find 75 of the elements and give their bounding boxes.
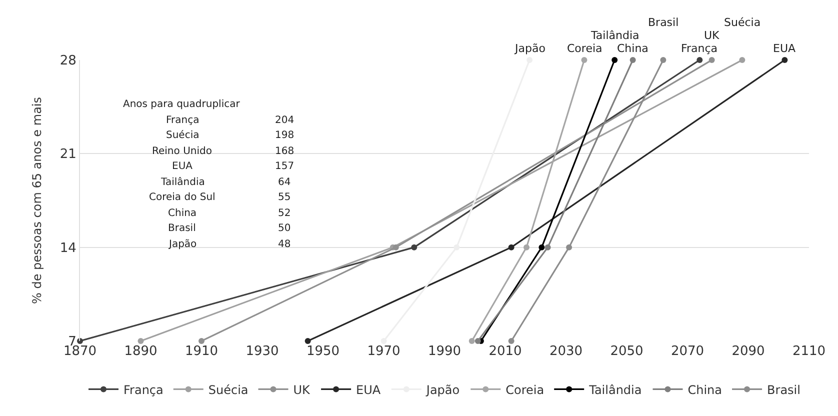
annotation: Anos para quadruplicar <box>123 99 241 110</box>
legend-label: EUA <box>356 382 382 397</box>
y-tick-label: 21 <box>60 147 76 162</box>
annotation: Tailândia <box>160 177 205 188</box>
point <box>508 338 514 344</box>
legend-label: Brasil <box>767 382 800 397</box>
y-tick-label: 28 <box>60 54 76 69</box>
annotation: Coreia <box>567 42 602 55</box>
annotation: Brasil <box>648 16 679 29</box>
point <box>612 57 618 63</box>
annotation: 168 <box>275 146 294 157</box>
x-tick-label: 1950 <box>306 344 340 359</box>
annotation: 48 <box>278 239 291 250</box>
annotation: EUA <box>172 161 193 172</box>
point <box>581 57 588 63</box>
point <box>524 244 530 250</box>
annotation: Japão <box>168 239 197 250</box>
legend-label: Coreia <box>506 382 544 397</box>
legend-label: China <box>688 382 722 397</box>
annotation: França <box>681 42 718 55</box>
annotation: 64 <box>278 177 291 188</box>
point <box>454 244 460 250</box>
annotation: Tailândia <box>590 29 640 42</box>
x-tick-label: 1930 <box>246 344 279 359</box>
point <box>782 57 788 63</box>
annotation: Brasil <box>168 223 196 234</box>
annotation: Japão <box>514 42 546 55</box>
x-tick-label: 2110 <box>792 344 826 359</box>
legend-label: Japão <box>425 382 460 397</box>
x-tick-label: 1890 <box>124 344 158 359</box>
annotation: EUA <box>773 42 796 55</box>
annotation: 157 <box>275 161 294 172</box>
x-tick-label: 2030 <box>549 344 583 359</box>
x-tick-label: 1990 <box>428 344 462 359</box>
legend-label: UK <box>293 382 312 397</box>
annotation: Suécia <box>166 130 200 141</box>
annotation: 55 <box>278 192 291 203</box>
point <box>304 338 311 344</box>
annotation: China <box>617 42 648 55</box>
point <box>544 244 551 250</box>
point <box>474 338 481 344</box>
x-tick-label: 2050 <box>610 344 644 359</box>
annotation: Coreia do Sul <box>149 192 216 203</box>
annotation: Suécia <box>724 16 761 29</box>
point <box>198 338 204 344</box>
point <box>392 244 399 250</box>
annotation: Reino Unido <box>152 146 212 157</box>
point <box>696 57 703 63</box>
point <box>739 57 746 63</box>
x-tick-label: 1910 <box>184 344 218 359</box>
point <box>411 244 418 250</box>
point <box>138 338 144 344</box>
y-axis-title: % de pessoas com 65 anos e mais <box>30 96 44 304</box>
point <box>468 338 475 344</box>
annotation: China <box>168 208 197 219</box>
point <box>538 244 545 250</box>
annotation: França <box>166 115 200 126</box>
x-tick-label: 2010 <box>488 344 522 359</box>
y-tick-label: 14 <box>60 240 76 256</box>
annotation: 50 <box>278 223 291 234</box>
legend-label: Suécia <box>208 382 248 397</box>
point <box>660 57 666 63</box>
x-tick-label: 1970 <box>367 344 400 359</box>
annotation: 198 <box>275 130 294 141</box>
x-tick-label: 2090 <box>732 344 765 359</box>
annotation: 52 <box>278 208 291 219</box>
legend-label: França <box>124 382 164 397</box>
annotation: UK <box>704 29 720 42</box>
point <box>508 244 514 250</box>
legend-label: Tailândia <box>588 382 642 397</box>
point <box>708 57 715 63</box>
point <box>566 244 572 250</box>
annotation: 204 <box>275 115 294 126</box>
x-tick-label: 2070 <box>670 344 704 359</box>
point <box>630 57 636 63</box>
